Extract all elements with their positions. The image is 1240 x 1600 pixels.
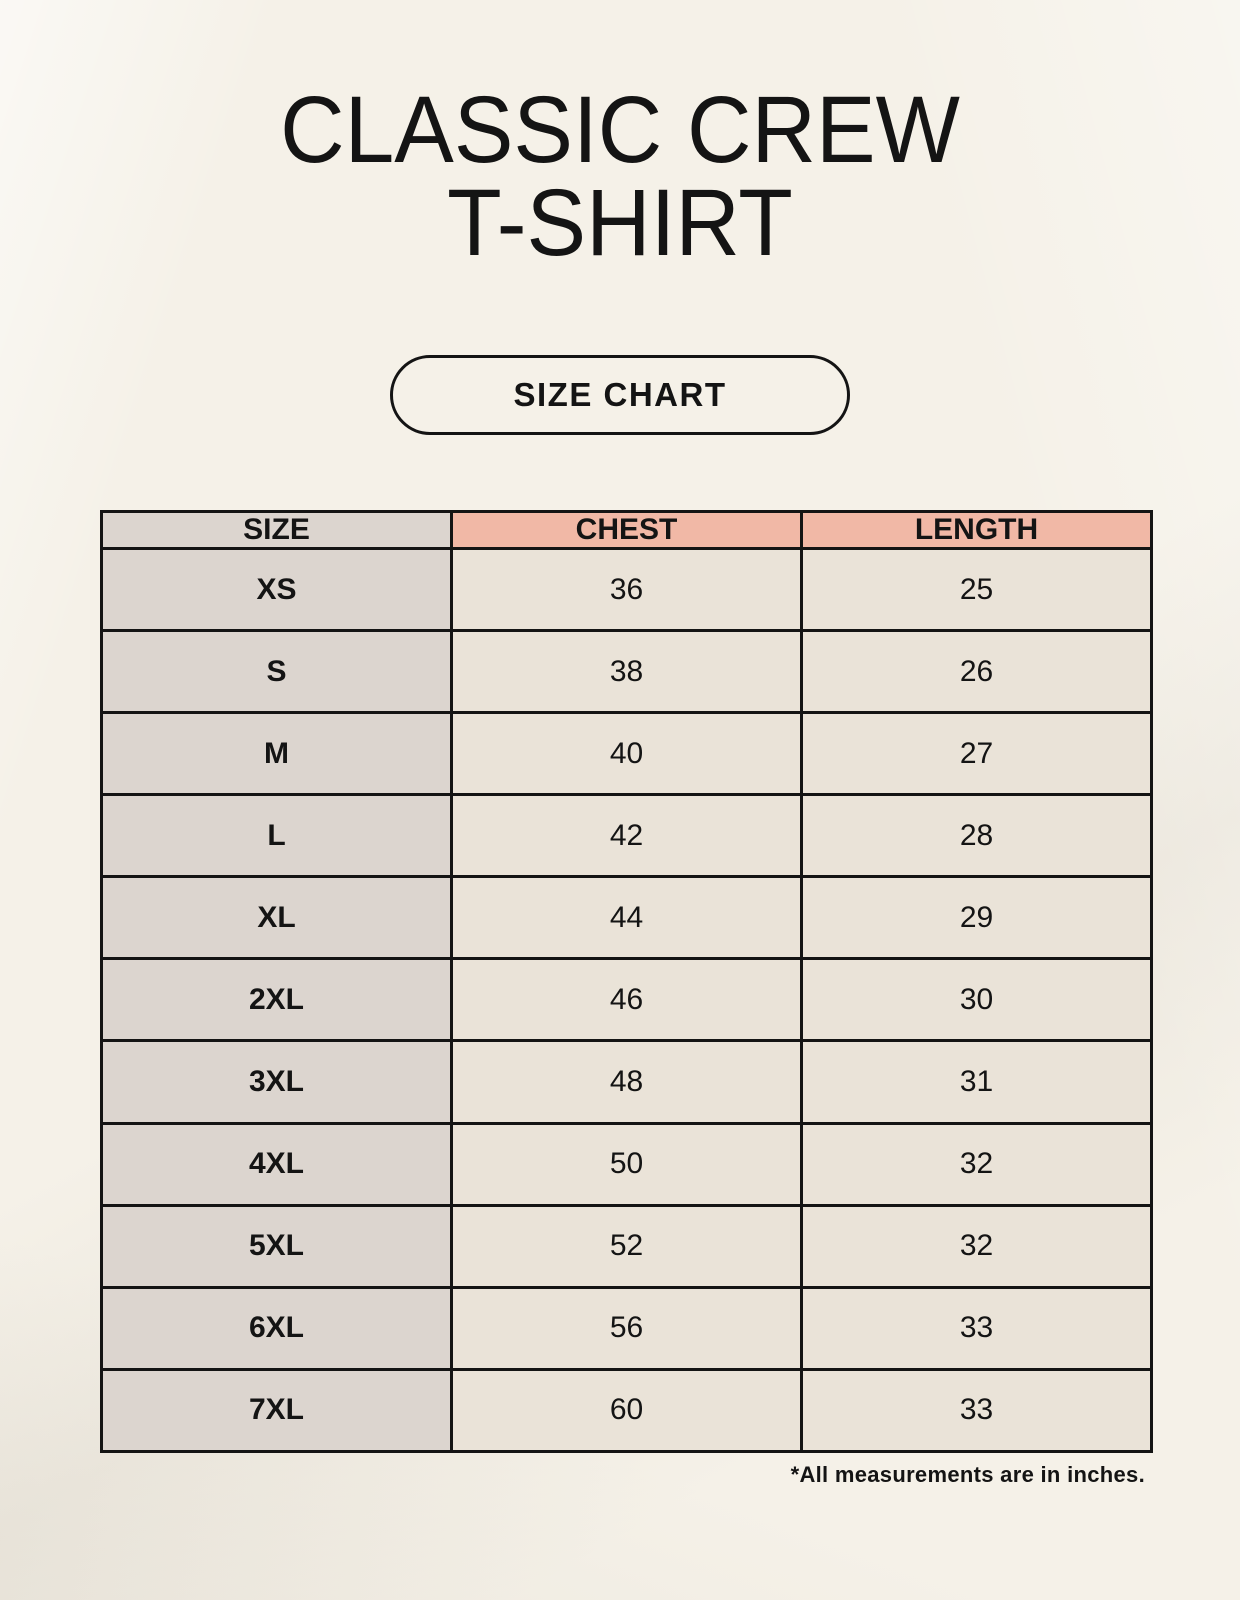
measurement-cell: 44 <box>450 875 803 961</box>
measurement-cell: 28 <box>800 793 1153 879</box>
measurement-cell: 32 <box>800 1121 1153 1207</box>
measurement-cell: 42 <box>450 793 803 879</box>
size-table: SIZE CHEST LENGTH XS 36 25 S 38 26 M 40 27 L 42 28 XL 44… <box>100 510 1153 1454</box>
size-label-cell: L <box>100 793 453 879</box>
measurement-cell: 36 <box>450 546 803 633</box>
size-label-cell: XS <box>100 546 453 633</box>
page-title: CLASSIC CREW T-SHIRT <box>0 77 1240 277</box>
measurement-cell: 38 <box>450 629 803 715</box>
measurement-cell: 50 <box>450 1121 803 1207</box>
measurement-cell: 26 <box>800 629 1153 715</box>
size-label-cell: 3XL <box>100 1039 453 1125</box>
column-header-chest: CHEST <box>450 510 803 550</box>
measurement-cell: 48 <box>450 1039 803 1125</box>
table-row: 4XL 50 32 <box>100 1121 1153 1207</box>
table-row: XS 36 25 <box>100 546 1153 633</box>
measurement-cell: 60 <box>450 1367 803 1454</box>
table-row: 7XL 60 33 <box>100 1367 1153 1454</box>
size-label-cell: 5XL <box>100 1203 453 1289</box>
table-row: 3XL 48 31 <box>100 1039 1153 1125</box>
table-row: M 40 27 <box>100 711 1153 797</box>
column-header-size: SIZE <box>100 510 453 550</box>
measurement-cell: 33 <box>800 1367 1153 1454</box>
measurement-cell: 25 <box>800 546 1153 633</box>
column-header-length: LENGTH <box>800 510 1153 550</box>
measurement-cell: 56 <box>450 1285 803 1371</box>
page-title-line-2: T-SHIRT <box>447 170 793 277</box>
size-label-cell: XL <box>100 875 453 961</box>
table-row: XL 44 29 <box>100 875 1153 961</box>
page-title-line-1: CLASSIC CREW <box>280 77 960 183</box>
measurement-cell: 46 <box>450 957 803 1043</box>
size-label-cell: 2XL <box>100 957 453 1043</box>
measurement-cell: 32 <box>800 1203 1153 1289</box>
measurement-cell: 31 <box>800 1039 1153 1125</box>
measurement-cell: 27 <box>800 711 1153 797</box>
measurement-cell: 52 <box>450 1203 803 1289</box>
size-chart-button[interactable]: SIZE CHART <box>390 355 850 435</box>
table-row: 2XL 46 30 <box>100 957 1153 1043</box>
measurement-cell: 29 <box>800 875 1153 961</box>
size-label-cell: 7XL <box>100 1367 453 1454</box>
size-label-cell: 6XL <box>100 1285 453 1371</box>
measurement-cell: 33 <box>800 1285 1153 1371</box>
measurement-cell: 40 <box>450 711 803 797</box>
measurements-footnote: *All measurements are in inches. <box>790 1462 1145 1487</box>
measurement-cell: 30 <box>800 957 1153 1043</box>
size-label-cell: M <box>100 711 453 797</box>
size-chart-button-label: SIZE CHART <box>513 376 727 413</box>
table-row: S 38 26 <box>100 629 1153 715</box>
size-label-cell: 4XL <box>100 1121 453 1207</box>
table-row: L 42 28 <box>100 793 1153 879</box>
header-row: SIZE CHEST LENGTH <box>100 510 1153 550</box>
size-label-cell: S <box>100 629 453 715</box>
size-table-container: SIZE CHEST LENGTH XS 36 25 S 38 26 M 40 27 L 42 28 XL 44… <box>100 510 1153 1454</box>
table-row: 5XL 52 32 <box>100 1203 1153 1289</box>
table-row: 6XL 56 33 <box>100 1285 1153 1371</box>
